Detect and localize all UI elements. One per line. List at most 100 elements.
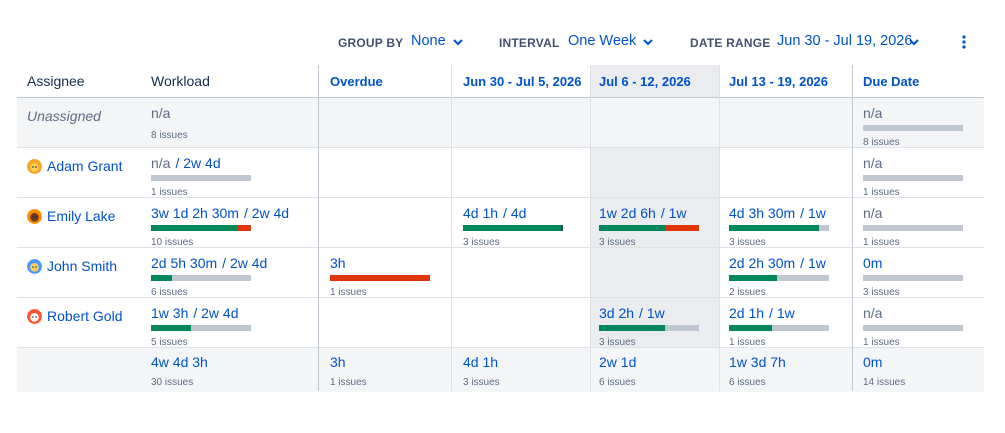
issue-count[interactable]: 1 issues [863, 237, 900, 248]
interval-select[interactable]: One Week [568, 33, 637, 49]
workload-cell[interactable]: n/a 8 issues [863, 105, 963, 148]
issue-count[interactable]: 8 issues [863, 137, 900, 148]
workload-cell[interactable]: 3w 1d 2h 30m/ 2w 4d 10 issues [151, 205, 289, 248]
issue-count[interactable]: 3 issues [599, 337, 636, 348]
column-header-due-date[interactable]: Due Date [863, 74, 920, 89]
cell-value[interactable]: 3h [330, 255, 430, 272]
assignee-name[interactable]: Emily Lake [47, 208, 116, 224]
cell-value[interactable]: n/a [863, 155, 963, 172]
issue-count[interactable]: 10 issues [151, 237, 194, 248]
workload-cell[interactable]: 4d 1h/ 4d 3 issues [463, 205, 563, 248]
workload-cell[interactable]: 1w 2d 6h/ 1w 3 issues [599, 205, 699, 248]
progress-bar [151, 275, 251, 281]
workload-cell[interactable]: 0m 3 issues [863, 255, 963, 298]
issue-count[interactable]: 1 issues [151, 187, 188, 198]
workload-cell[interactable]: n/a 1 issues [863, 155, 963, 198]
cell-value[interactable]: n/a [863, 105, 963, 122]
capacity: / 1w [769, 305, 795, 321]
issue-count[interactable]: 1 issues [729, 337, 766, 348]
progress-bar [729, 225, 829, 231]
date-range-select[interactable]: Jun 30 - Jul 19, 2026 [777, 33, 913, 49]
chevron-down-icon[interactable] [641, 35, 655, 49]
group-by-select[interactable]: None [411, 33, 446, 49]
table-row: Adam Grant n/a/ 2w 4d 1 issues n/a 1 issues [17, 148, 984, 198]
issue-count[interactable]: 3 issues [863, 287, 900, 298]
cell-value[interactable]: 2d 1h/ 1w [729, 305, 829, 322]
time-spent: 1w 2d 6h [599, 205, 656, 221]
assignee-cell[interactable]: Emily Lake [27, 208, 115, 224]
workload-cell[interactable]: n/a/ 2w 4d 1 issues [151, 155, 251, 198]
cell-value[interactable]: 4d 3h 30m/ 1w [729, 205, 829, 222]
assignee-name[interactable]: Adam Grant [47, 158, 123, 174]
cell-value[interactable]: n/a [863, 305, 963, 322]
progress-bar [151, 225, 251, 231]
progress-bar [463, 225, 563, 231]
more-vertical-icon[interactable] [957, 34, 971, 50]
workload-cell[interactable]: 4d 3h 30m/ 1w 3 issues [729, 205, 829, 248]
workload-cell[interactable]: 3d 2h/ 1w 3 issues [599, 305, 699, 348]
column-header-overdue[interactable]: Overdue [330, 74, 383, 89]
capacity: / 1w [639, 305, 665, 321]
issue-count[interactable]: 3 issues [729, 237, 766, 248]
issue-count[interactable]: 2 issues [729, 287, 766, 298]
time-spent: 2d 1h [729, 305, 765, 321]
progress-overload [238, 225, 251, 231]
issue-count[interactable]: 1 issues [863, 187, 900, 198]
cell-value[interactable]: n/a/ 2w 4d [151, 155, 251, 172]
progress-fill [151, 225, 238, 231]
column-header-workload[interactable]: Workload [151, 73, 210, 89]
workload-cell[interactable]: 2d 5h 30m/ 2w 4d 6 issues [151, 255, 267, 298]
issue-count[interactable]: 8 issues [151, 130, 188, 141]
column-header-week-2[interactable]: Jul 6 - 12, 2026 [599, 74, 691, 89]
chevron-down-icon[interactable] [907, 35, 921, 49]
avatar-red-icon [27, 308, 42, 324]
cell-value[interactable]: 1w 2d 6h/ 1w [599, 205, 699, 222]
assignee-name[interactable]: John Smith [47, 258, 118, 274]
workload-cell[interactable]: n/a 1 issues [863, 205, 963, 248]
issue-count[interactable]: 1 issues [863, 337, 900, 348]
assignee-cell[interactable]: Adam Grant [27, 158, 122, 174]
time-spent: 3w 1d 2h 30m [151, 205, 239, 221]
capacity: / 2w 4d [193, 305, 239, 321]
workload-cell[interactable]: n/a 1 issues [863, 305, 963, 348]
assignee-name: Unassigned [27, 108, 101, 124]
cell-value[interactable]: 1w 3h/ 2w 4d [151, 305, 251, 322]
workload-cell[interactable]: 3h 1 issues [330, 255, 430, 298]
table-row: Robert Gold 1w 3h/ 2w 4d 5 issues 3d 2h/ 1w… [17, 298, 984, 348]
column-header-week-3[interactable]: Jul 13 - 19, 2026 [729, 74, 829, 89]
workload-cell[interactable]: n/a 8 issues [151, 105, 188, 141]
progress-fill [463, 225, 561, 231]
cell-value[interactable]: n/a [863, 205, 963, 222]
workload-cell: 1w 3d 7h 6 issues [729, 354, 786, 388]
issue-count[interactable]: 6 issues [151, 287, 188, 298]
cell-value: 1w 3d 7h [729, 354, 786, 371]
issue-count: 3 issues [463, 377, 500, 388]
cell-value: 2w 1d [599, 354, 636, 371]
progress-bar [151, 175, 251, 181]
workload-cell[interactable]: 2d 2h 30m/ 1w 2 issues [729, 255, 829, 298]
workload-cell: 4w 4d 3h 30 issues [151, 354, 208, 388]
column-header-assignee[interactable]: Assignee [27, 73, 85, 89]
time-spent: 2d 2h 30m [729, 255, 796, 271]
issue-count[interactable]: 3 issues [463, 237, 500, 248]
cell-value[interactable]: 2d 2h 30m/ 1w [729, 255, 829, 272]
time-spent: n/a [151, 155, 171, 171]
assignee-cell[interactable]: John Smith [27, 258, 117, 274]
workload-cell[interactable]: 2d 1h/ 1w 1 issues [729, 305, 829, 348]
column-header-week-1[interactable]: Jun 30 - Jul 5, 2026 [463, 74, 582, 89]
assignee-name[interactable]: Robert Gold [47, 308, 123, 324]
issue-count[interactable]: 3 issues [599, 237, 636, 248]
assignee-cell[interactable]: Robert Gold [27, 308, 122, 324]
time-spent: 3d 2h [599, 305, 635, 321]
cell-value[interactable]: 2d 5h 30m/ 2w 4d [151, 255, 267, 272]
cell-value[interactable]: n/a [151, 105, 188, 122]
cell-value[interactable]: 3d 2h/ 1w [599, 305, 699, 322]
chevron-down-icon[interactable] [451, 35, 465, 49]
cell-value[interactable]: 4d 1h/ 4d [463, 205, 563, 222]
capacity: / 1w [800, 255, 826, 271]
cell-value[interactable]: 3w 1d 2h 30m/ 2w 4d [151, 205, 289, 222]
workload-cell[interactable]: 1w 3h/ 2w 4d 5 issues [151, 305, 251, 348]
issue-count[interactable]: 1 issues [330, 287, 367, 298]
cell-value[interactable]: 0m [863, 255, 963, 272]
issue-count[interactable]: 5 issues [151, 337, 188, 348]
